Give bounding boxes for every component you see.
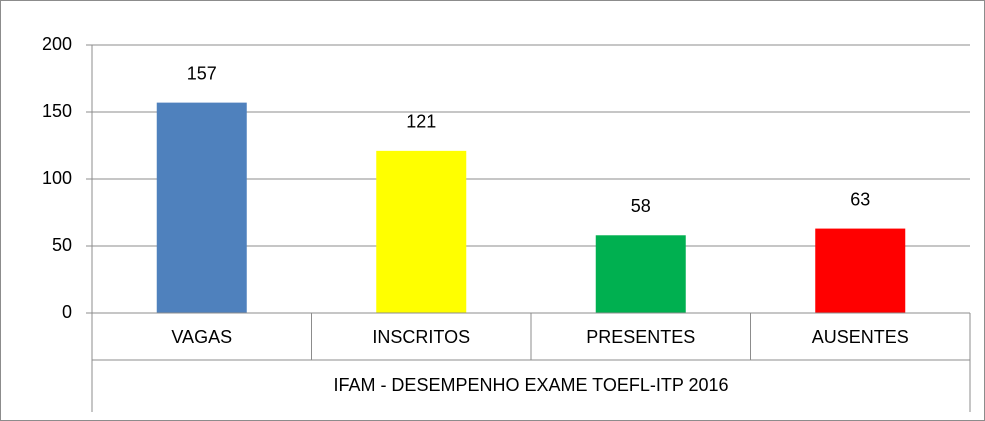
data-label: 63 [850,189,870,209]
data-label: 157 [187,63,217,83]
bar [595,235,686,313]
x-tick-label: INSCRITOS [372,327,470,347]
data-label: 58 [631,196,651,216]
bar [156,102,247,314]
group-label: IFAM - DESEMPENHO EXAME TOEFL-ITP 2016 [333,375,728,395]
x-tick-label: VAGAS [171,327,232,347]
x-tick-label: PRESENTES [586,327,695,347]
data-label: 121 [406,112,436,132]
bar [376,150,467,313]
y-tick-label: 200 [42,34,72,54]
y-tick-label: 150 [42,101,72,121]
bar [815,228,906,313]
y-tick-label: 50 [52,235,72,255]
y-tick-label: 100 [42,168,72,188]
y-tick-label: 0 [62,302,72,322]
x-tick-label: AUSENTES [812,327,909,347]
